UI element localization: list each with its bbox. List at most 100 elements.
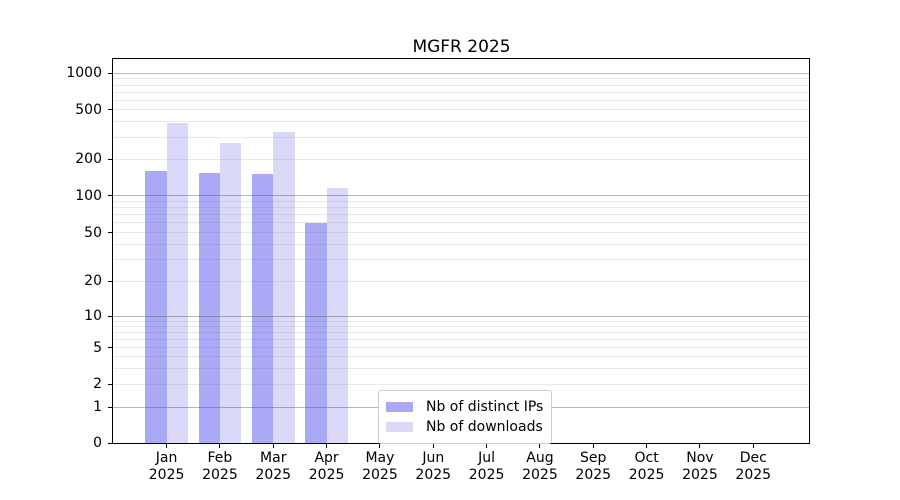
plot-area: Nb of distinct IPs Nb of downloads <box>112 58 810 444</box>
bar-downloads-feb <box>219 143 242 443</box>
legend-item: Nb of distinct IPs <box>386 397 543 417</box>
bar-distinct-ips-mar <box>251 174 274 443</box>
legend-item: Nb of downloads <box>386 417 543 437</box>
gridline-minor <box>113 121 809 123</box>
gridline-minor <box>113 91 809 93</box>
y-axis-tick-label: 200 <box>75 151 102 168</box>
bar-downloads-mar <box>273 132 295 443</box>
x-tick-year: 2025 <box>255 466 292 483</box>
bar-distinct-ips-feb <box>198 172 220 443</box>
y-axis-tick-label: 10 <box>84 308 102 325</box>
legend-swatch-downloads <box>386 422 413 432</box>
x-axis-tick-label: Mar 2025 <box>233 450 313 483</box>
gridline-minor <box>113 243 809 245</box>
x-axis-tick-label: Nov 2025 <box>660 450 740 483</box>
gridline-minor <box>113 383 809 385</box>
gridline-minor <box>113 214 809 216</box>
y-axis-tick-mark <box>108 72 112 74</box>
x-tick-month: Oct <box>634 450 659 466</box>
x-axis-tick-mark <box>592 444 594 448</box>
gridline-major <box>113 72 809 74</box>
y-axis-tick-mark <box>108 280 112 282</box>
x-axis-tick-label: Jun 2025 <box>393 450 473 483</box>
x-tick-month: Apr <box>314 450 339 466</box>
gridline-minor <box>113 200 809 202</box>
gridline-major <box>113 315 809 317</box>
x-tick-month: Sep <box>580 450 607 466</box>
gridline-minor <box>113 356 809 358</box>
y-axis-tick-label: 1 <box>93 399 102 416</box>
y-axis-tick-label: 2 <box>93 376 102 393</box>
x-tick-month: Nov <box>686 450 714 466</box>
x-tick-year: 2025 <box>468 466 505 483</box>
x-axis-tick-mark <box>486 444 488 448</box>
gridline-minor <box>113 325 809 327</box>
legend-label: Nb of distinct IPs <box>426 399 544 415</box>
x-axis-tick-label: May 2025 <box>340 450 420 483</box>
gridline-minor <box>113 222 809 224</box>
x-tick-month: Feb <box>207 450 233 466</box>
x-tick-year: 2025 <box>735 466 772 483</box>
legend: Nb of distinct IPs Nb of downloads <box>378 390 553 444</box>
gridline-minor <box>113 136 809 138</box>
x-tick-month: Jan <box>155 450 178 466</box>
y-axis-tick-mark <box>108 158 112 160</box>
y-axis-tick-label: 5 <box>93 339 102 356</box>
x-axis-tick-label: Sep 2025 <box>553 450 633 483</box>
x-tick-month: Mar <box>260 450 287 466</box>
x-axis-tick-mark <box>272 444 274 448</box>
x-tick-month: Aug <box>526 450 554 466</box>
gridline-minor <box>113 259 809 261</box>
x-tick-month: Jul <box>478 450 496 466</box>
y-axis-tick-label: 20 <box>84 273 102 290</box>
y-axis-tick-label: 500 <box>75 101 102 118</box>
bar-downloads-apr <box>326 188 348 443</box>
gridline-major <box>113 195 809 197</box>
x-axis-tick-mark <box>699 444 701 448</box>
x-tick-year: 2025 <box>682 466 718 483</box>
bar-distinct-ips-apr <box>305 222 327 443</box>
x-axis-tick-label: Jul 2025 <box>447 450 527 483</box>
x-axis-tick-mark <box>219 444 221 448</box>
x-tick-month: Dec <box>739 450 767 466</box>
x-axis-tick-label: Feb 2025 <box>180 450 260 483</box>
x-axis-tick-mark <box>432 444 434 448</box>
x-tick-year: 2025 <box>148 466 185 483</box>
chart-title: MGFR 2025 <box>412 37 511 57</box>
x-axis-tick-mark <box>646 444 648 448</box>
bar-downloads-jan <box>166 123 188 443</box>
x-axis-tick-mark <box>379 444 381 448</box>
gridline-minor <box>113 367 809 369</box>
x-tick-month: May <box>365 450 395 466</box>
x-tick-year: 2025 <box>308 466 345 483</box>
gridline-minor <box>113 78 809 80</box>
legend-label: Nb of downloads <box>426 419 543 435</box>
gridline-minor <box>113 338 809 340</box>
y-axis-tick-label: 100 <box>75 187 102 204</box>
gridline-minor <box>113 232 809 234</box>
x-axis-tick-label: Oct 2025 <box>607 450 687 483</box>
gridline-minor <box>113 331 809 333</box>
x-tick-year: 2025 <box>202 466 238 483</box>
gridline-minor <box>113 280 809 282</box>
gridline-minor <box>113 347 809 349</box>
gridline-minor <box>113 109 809 111</box>
x-tick-year: 2025 <box>628 466 665 483</box>
x-tick-year: 2025 <box>415 466 452 483</box>
y-axis-tick-label: 0 <box>93 435 102 451</box>
y-axis-tick-label: 1000 <box>66 65 102 82</box>
y-axis-tick-mark <box>108 315 112 317</box>
x-tick-month: Jun <box>422 450 445 466</box>
legend-swatch-distinct-ips <box>386 402 413 412</box>
x-tick-year: 2025 <box>362 466 398 483</box>
gridline-minor <box>113 207 809 209</box>
gridline-minor <box>113 84 809 86</box>
y-axis-tick-mark <box>108 109 112 111</box>
x-tick-year: 2025 <box>575 466 612 483</box>
bar-distinct-ips-jan <box>145 171 167 443</box>
y-axis-tick-mark <box>108 347 112 349</box>
gridline-minor <box>113 158 809 160</box>
y-axis-tick-mark <box>108 232 112 234</box>
x-axis-tick-mark <box>539 444 541 448</box>
